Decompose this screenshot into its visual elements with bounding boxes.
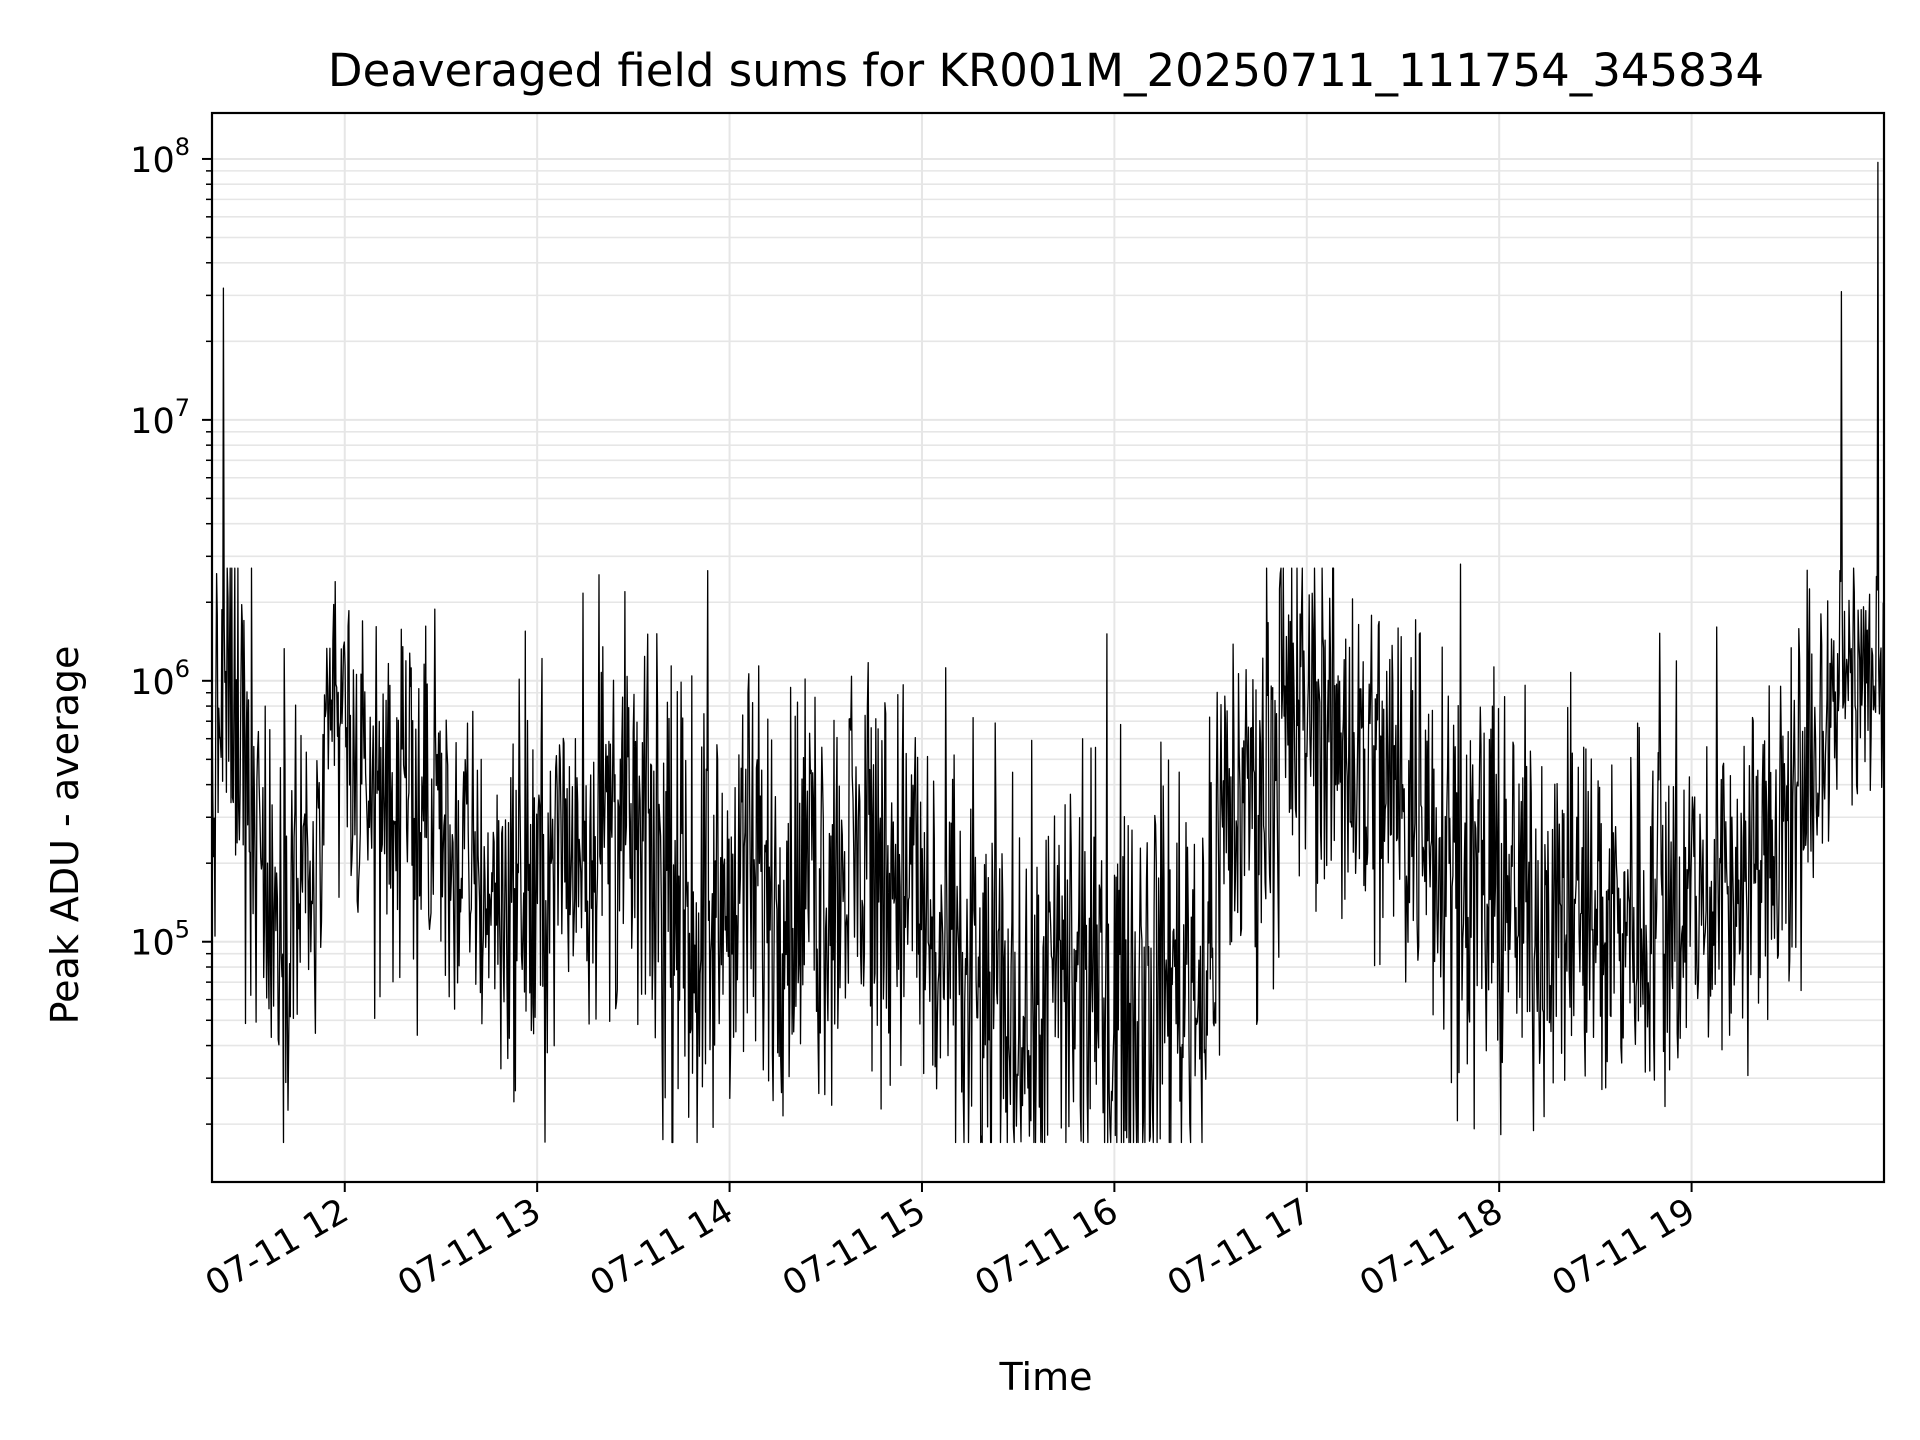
y-tick-label: 107 [130,394,190,442]
y-tick-base: 10 [130,402,175,442]
y-tick-base: 10 [130,141,175,181]
y-tick-label: 105 [130,916,190,964]
y-tick-exponent: 8 [175,133,190,161]
y-tick-exponent: 6 [175,655,190,683]
series-line [211,161,1885,1144]
y-tick-label: 106 [130,655,190,703]
y-tick-base: 10 [130,924,175,964]
chart-title: Deaveraged field sums for KR001M_2025071… [328,44,1764,97]
plot-frame [210,111,1886,1184]
x-axis-label: Time [999,1355,1093,1399]
y-axis-label: Peak ADU - average [43,646,87,1025]
y-tick-label: 108 [130,133,190,181]
y-tick-exponent: 7 [175,394,190,422]
y-tick-base: 10 [130,663,175,703]
y-tick-exponent: 5 [175,916,190,944]
series-group [211,161,1885,1144]
